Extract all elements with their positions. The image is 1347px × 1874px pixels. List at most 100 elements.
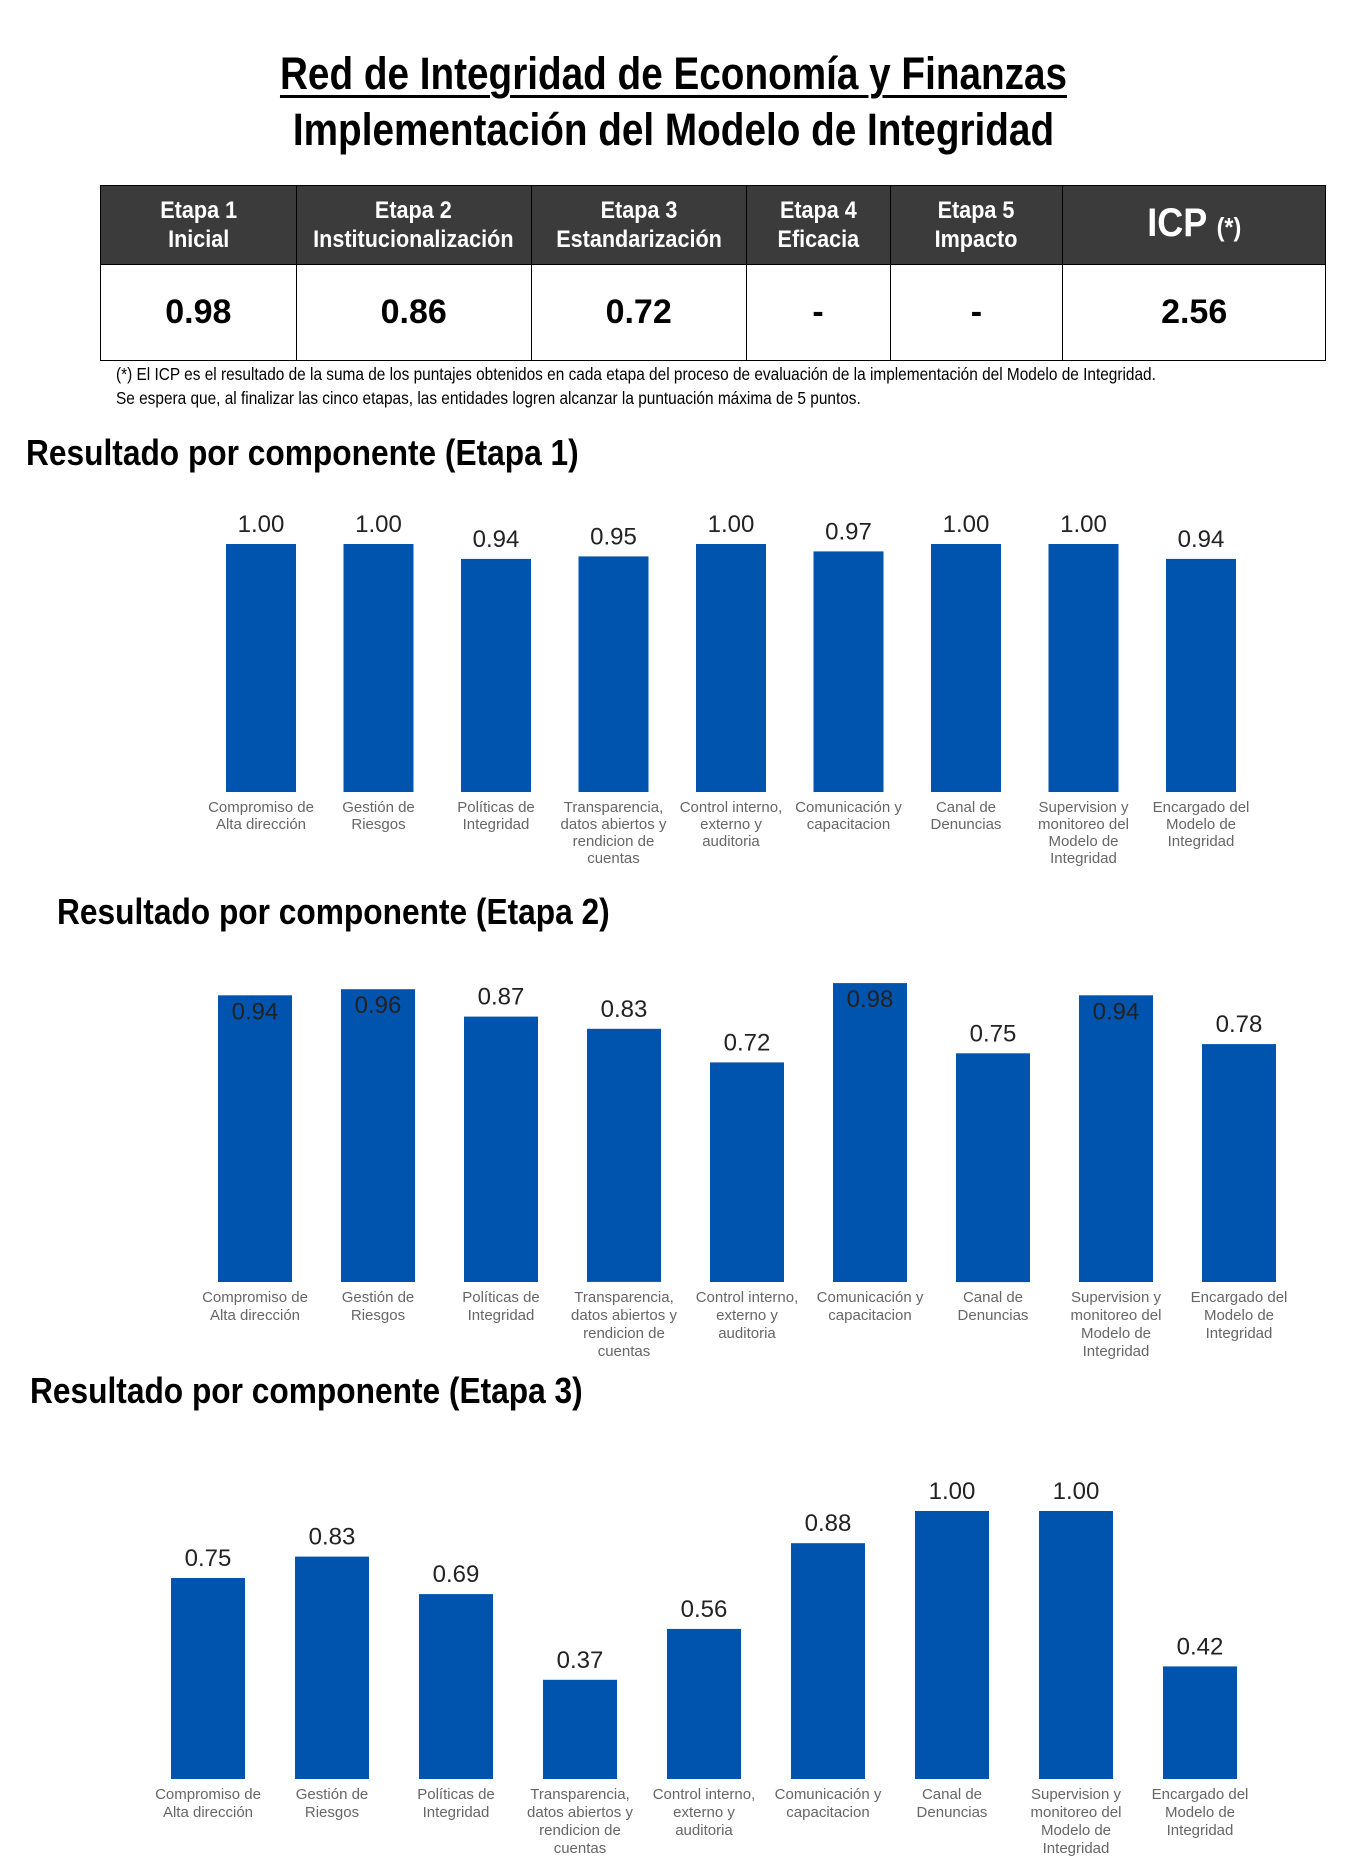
category-label-3-6-line-2: capacitacion	[786, 1804, 869, 1821]
value-label-3-3: 0.69	[433, 1561, 480, 1588]
category-label-2-8-line-3: Modelo de	[1081, 1325, 1151, 1342]
category-label-3-4-line-2: datos abiertos y	[527, 1804, 633, 1821]
icp-value: 2.56	[1062, 264, 1326, 361]
value-label-2-2: 0.96	[355, 992, 402, 1019]
value-label-2-6: 0.98	[847, 986, 894, 1013]
category-label-2-5-line-1: Control interno,	[696, 1289, 799, 1306]
icp-footnote: (*) El ICP es el resultado de la suma de…	[116, 362, 1156, 410]
category-label-2-5-line-3: auditoria	[718, 1325, 776, 1342]
category-label-3-1-line-2: Alta dirección	[163, 1804, 253, 1821]
category-label-1-1-line-2: Alta dirección	[216, 816, 306, 833]
bar-2-3	[464, 1016, 538, 1282]
value-label-2-8: 0.94	[1093, 998, 1140, 1025]
category-label-3-5-line-3: auditoria	[675, 1822, 733, 1839]
category-label-3-8-line-2: monitoreo del	[1031, 1804, 1122, 1821]
category-label-2-3-line-2: Integridad	[468, 1307, 535, 1324]
stage-scores-table: Etapa 1 Inicial Etapa 2 Institucionalizaci…	[100, 185, 1326, 361]
value-label-3-9: 0.42	[1177, 1633, 1224, 1660]
category-label-2-7-line-2: Denuncias	[958, 1307, 1029, 1324]
bar-1-7	[931, 544, 1001, 792]
stage-4-value: -	[745, 264, 891, 361]
bar-1-5	[696, 544, 766, 792]
value-label-1-6: 0.97	[825, 518, 872, 545]
value-label-1-4: 0.95	[590, 523, 637, 550]
stage-1-header: Etapa 1 Inicial	[100, 185, 297, 265]
value-label-2-4: 0.83	[601, 996, 648, 1023]
chart-3-title: Resultado por componente (Etapa 3)	[30, 1370, 583, 1411]
value-label-3-6: 0.88	[805, 1510, 852, 1537]
value-label-1-7: 1.00	[943, 511, 990, 538]
category-label-2-5-line-2: externo y	[716, 1307, 778, 1324]
category-label-1-7-line-1: Canal de	[936, 799, 996, 816]
stage-header-row: Etapa 1 Inicial Etapa 2 Institucionalizaci…	[100, 185, 1326, 265]
value-label-2-1: 0.94	[232, 998, 279, 1025]
footnote-line-2: Se espera que, al finalizar las cinco et…	[116, 388, 861, 408]
category-label-3-4-line-4: cuentas	[554, 1840, 607, 1857]
category-label-1-5-line-2: externo y	[700, 816, 762, 833]
category-label-3-8-line-1: Supervision y	[1031, 1786, 1122, 1803]
category-label-3-7-line-2: Denuncias	[917, 1804, 988, 1821]
category-label-3-1-line-1: Compromiso de	[155, 1786, 261, 1803]
stage-3-value: 0.72	[530, 264, 747, 361]
category-label-3-5-line-2: externo y	[673, 1804, 735, 1821]
stage-3-header: Etapa 3 Estandarización	[530, 185, 747, 265]
category-label-1-6-line-2: capacitacion	[807, 816, 890, 833]
chart-2-title: Resultado por componente (Etapa 2)	[57, 891, 610, 932]
category-label-3-2-line-2: Riesgos	[305, 1804, 359, 1821]
value-label-1-9: 0.94	[1178, 526, 1225, 553]
category-label-2-6-line-2: capacitacion	[828, 1307, 911, 1324]
category-label-3-3-line-2: Integridad	[423, 1804, 490, 1821]
category-label-1-2-line-1: Gestión de	[342, 799, 415, 816]
category-label-2-3-line-1: Políticas de	[462, 1289, 540, 1306]
value-label-1-2: 1.00	[355, 511, 402, 538]
category-label-3-9-line-3: Integridad	[1167, 1822, 1234, 1839]
bar-3-4	[543, 1679, 617, 1779]
bar-3-1	[171, 1578, 245, 1779]
bar-2-5	[710, 1062, 784, 1282]
bar-3-3	[419, 1594, 493, 1779]
bar-2-7	[956, 1053, 1030, 1283]
value-label-1-8: 1.00	[1060, 511, 1107, 538]
value-label-3-2: 0.83	[309, 1524, 356, 1551]
category-label-3-3-line-1: Políticas de	[417, 1786, 495, 1803]
category-label-3-9-line-2: Modelo de	[1165, 1804, 1235, 1821]
category-label-2-2-line-1: Gestión de	[342, 1289, 415, 1306]
category-label-1-4-line-3: rendicion de	[573, 833, 655, 850]
value-label-3-1: 0.75	[185, 1545, 232, 1572]
category-label-1-8-line-1: Supervision y	[1038, 799, 1129, 816]
bar-1-1	[226, 544, 296, 792]
category-label-2-4-line-2: datos abiertos y	[571, 1307, 677, 1324]
category-label-1-7-line-2: Denuncias	[931, 816, 1002, 833]
category-label-2-7-line-1: Canal de	[963, 1289, 1023, 1306]
value-label-3-4: 0.37	[557, 1647, 604, 1674]
bar-1-9	[1166, 558, 1236, 792]
category-label-3-2-line-1: Gestión de	[296, 1786, 369, 1803]
page-subtitle: Implementación del Modelo de Integridad	[292, 104, 1055, 155]
category-label-3-6-line-1: Comunicación y	[775, 1786, 882, 1803]
footnote-line-1: (*) El ICP es el resultado de la suma de…	[116, 364, 1156, 384]
category-label-2-8-line-2: monitoreo del	[1071, 1307, 1162, 1324]
category-label-1-3-line-2: Integridad	[463, 816, 530, 833]
category-label-1-5-line-3: auditoria	[702, 833, 760, 850]
category-label-2-9-line-2: Modelo de	[1204, 1307, 1274, 1324]
category-label-3-7-line-1: Canal de	[922, 1786, 982, 1803]
bar-3-2	[295, 1556, 369, 1779]
category-label-1-4-line-4: cuentas	[587, 850, 640, 867]
category-label-2-9-line-3: Integridad	[1206, 1325, 1273, 1342]
category-label-1-4-line-2: datos abiertos y	[561, 816, 667, 833]
value-label-2-9: 0.78	[1216, 1011, 1263, 1038]
value-label-3-8: 1.00	[1053, 1478, 1100, 1505]
value-label-2-5: 0.72	[724, 1029, 771, 1056]
icp-header: ICP (*)	[1062, 185, 1326, 265]
category-label-3-4-line-3: rendicion de	[539, 1822, 621, 1839]
category-label-1-9-line-3: Integridad	[1168, 833, 1235, 850]
chart-1-title: Resultado por componente (Etapa 1)	[26, 432, 579, 473]
category-label-3-9-line-1: Encargado del	[1152, 1786, 1249, 1803]
bar-1-6	[813, 551, 884, 792]
category-label-1-8-line-2: monitoreo del	[1038, 816, 1129, 833]
category-label-1-5-line-1: Control interno,	[680, 799, 783, 816]
bar-1-8	[1048, 544, 1119, 792]
value-label-2-3: 0.87	[478, 984, 525, 1011]
bar-3-5	[667, 1628, 741, 1779]
